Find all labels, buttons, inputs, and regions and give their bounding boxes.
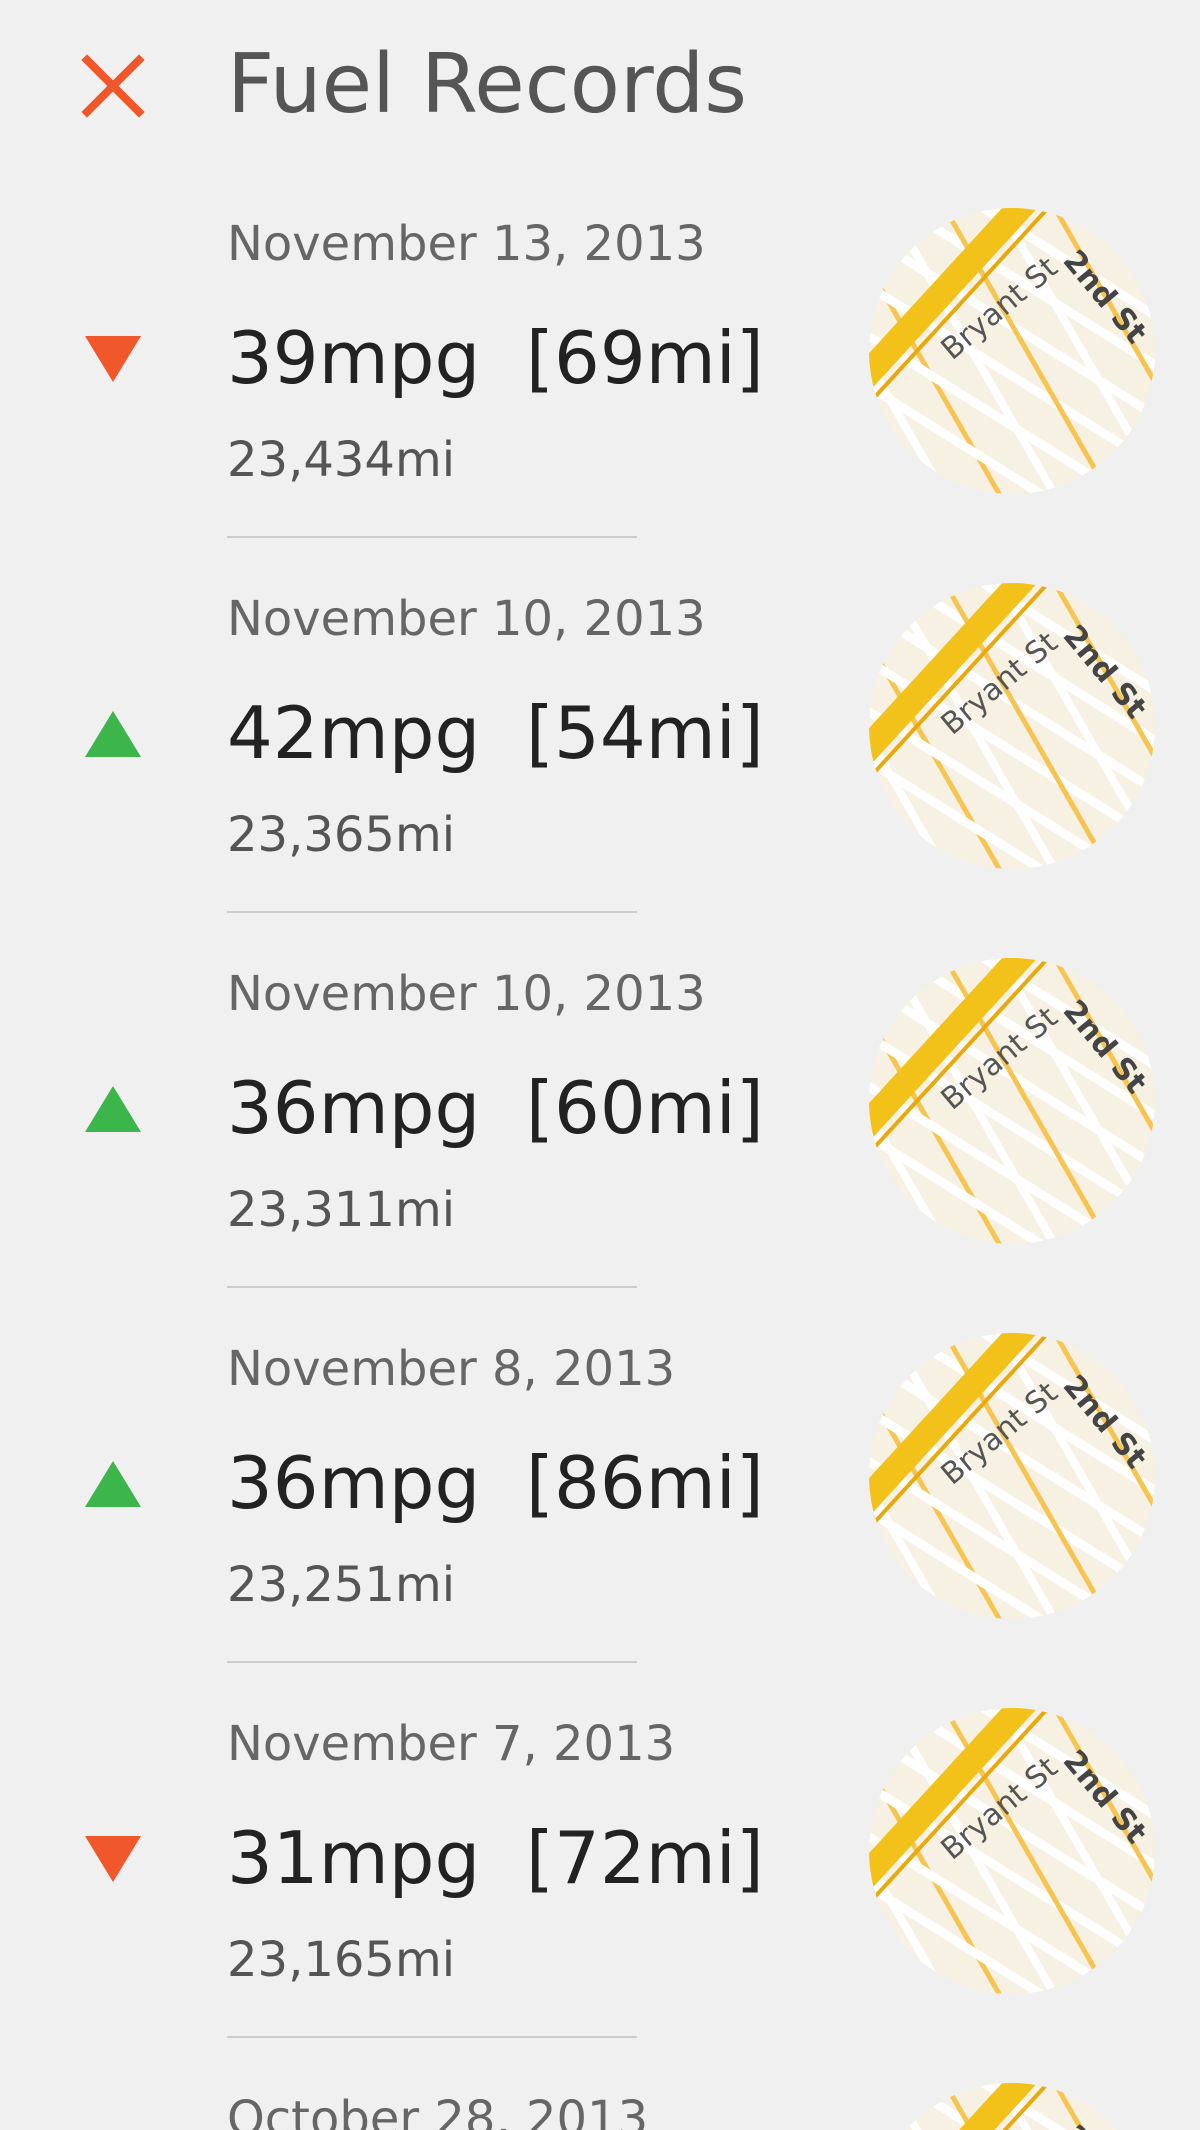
record-odometer: 23,165mi bbox=[227, 1932, 455, 1988]
trend-up-icon bbox=[85, 1086, 141, 1132]
map-street bbox=[869, 208, 1155, 405]
record-date: November 8, 2013 bbox=[227, 1341, 675, 1397]
record-efficiency: 31mpg [72mi] bbox=[227, 1816, 764, 1900]
map-street bbox=[1019, 1333, 1155, 1619]
map-street bbox=[869, 1797, 1155, 1994]
record-date: November 7, 2013 bbox=[227, 1716, 675, 1772]
close-button[interactable] bbox=[81, 54, 145, 118]
record-date: November 13, 2013 bbox=[227, 216, 706, 272]
map-street bbox=[869, 2083, 925, 2130]
map-street bbox=[1129, 2083, 1155, 2130]
map-street bbox=[869, 1333, 1155, 1530]
map-street bbox=[869, 672, 1155, 869]
record-date: November 10, 2013 bbox=[227, 591, 706, 647]
record-odometer: 23,434mi bbox=[227, 432, 455, 488]
map-street bbox=[869, 1708, 1155, 1905]
record-date: October 28, 2013 bbox=[227, 2091, 648, 2130]
map-street bbox=[869, 297, 1155, 494]
map-highway bbox=[869, 1333, 1082, 1525]
record-efficiency: 36mpg [86mi] bbox=[227, 1441, 764, 1525]
map-street bbox=[1019, 1708, 1155, 1994]
record-efficiency: 39mpg [69mi] bbox=[227, 316, 764, 400]
map-street bbox=[1019, 958, 1155, 1244]
record-row[interactable]: November 7, 2013 31mpg [72mi] 23,165mi Brya… bbox=[85, 1551, 1200, 2130]
record-efficiency: 42mpg [54mi] bbox=[227, 691, 764, 775]
trend-up-icon bbox=[85, 711, 141, 757]
record-date: November 10, 2013 bbox=[227, 966, 706, 1022]
map-highway bbox=[869, 1708, 1082, 1900]
trend-down-icon bbox=[85, 1836, 141, 1882]
record-odometer: 23,311mi bbox=[227, 1182, 455, 1238]
record-odometer: 23,365mi bbox=[227, 807, 455, 863]
map-highway bbox=[869, 958, 1082, 1150]
record-efficiency: 36mpg [60mi] bbox=[227, 1066, 764, 1150]
trend-up-icon bbox=[85, 1461, 141, 1507]
page-title: Fuel Records bbox=[227, 37, 747, 132]
map-street bbox=[869, 583, 1155, 780]
map-street bbox=[1019, 208, 1155, 494]
map-street bbox=[869, 958, 1155, 1155]
map-street bbox=[1019, 583, 1155, 869]
record-odometer: 23,251mi bbox=[227, 1557, 455, 1613]
record-row[interactable]: November 8, 2013 36mpg [86mi] 23,251mi Brya… bbox=[85, 1176, 1200, 1826]
map-highway bbox=[869, 583, 1082, 775]
close-icon bbox=[81, 54, 145, 118]
map-street bbox=[1019, 2083, 1155, 2130]
map-street bbox=[869, 1422, 1155, 1619]
map-highway bbox=[869, 208, 1082, 400]
trend-down-icon bbox=[85, 336, 141, 382]
map-street bbox=[869, 1047, 1155, 1244]
